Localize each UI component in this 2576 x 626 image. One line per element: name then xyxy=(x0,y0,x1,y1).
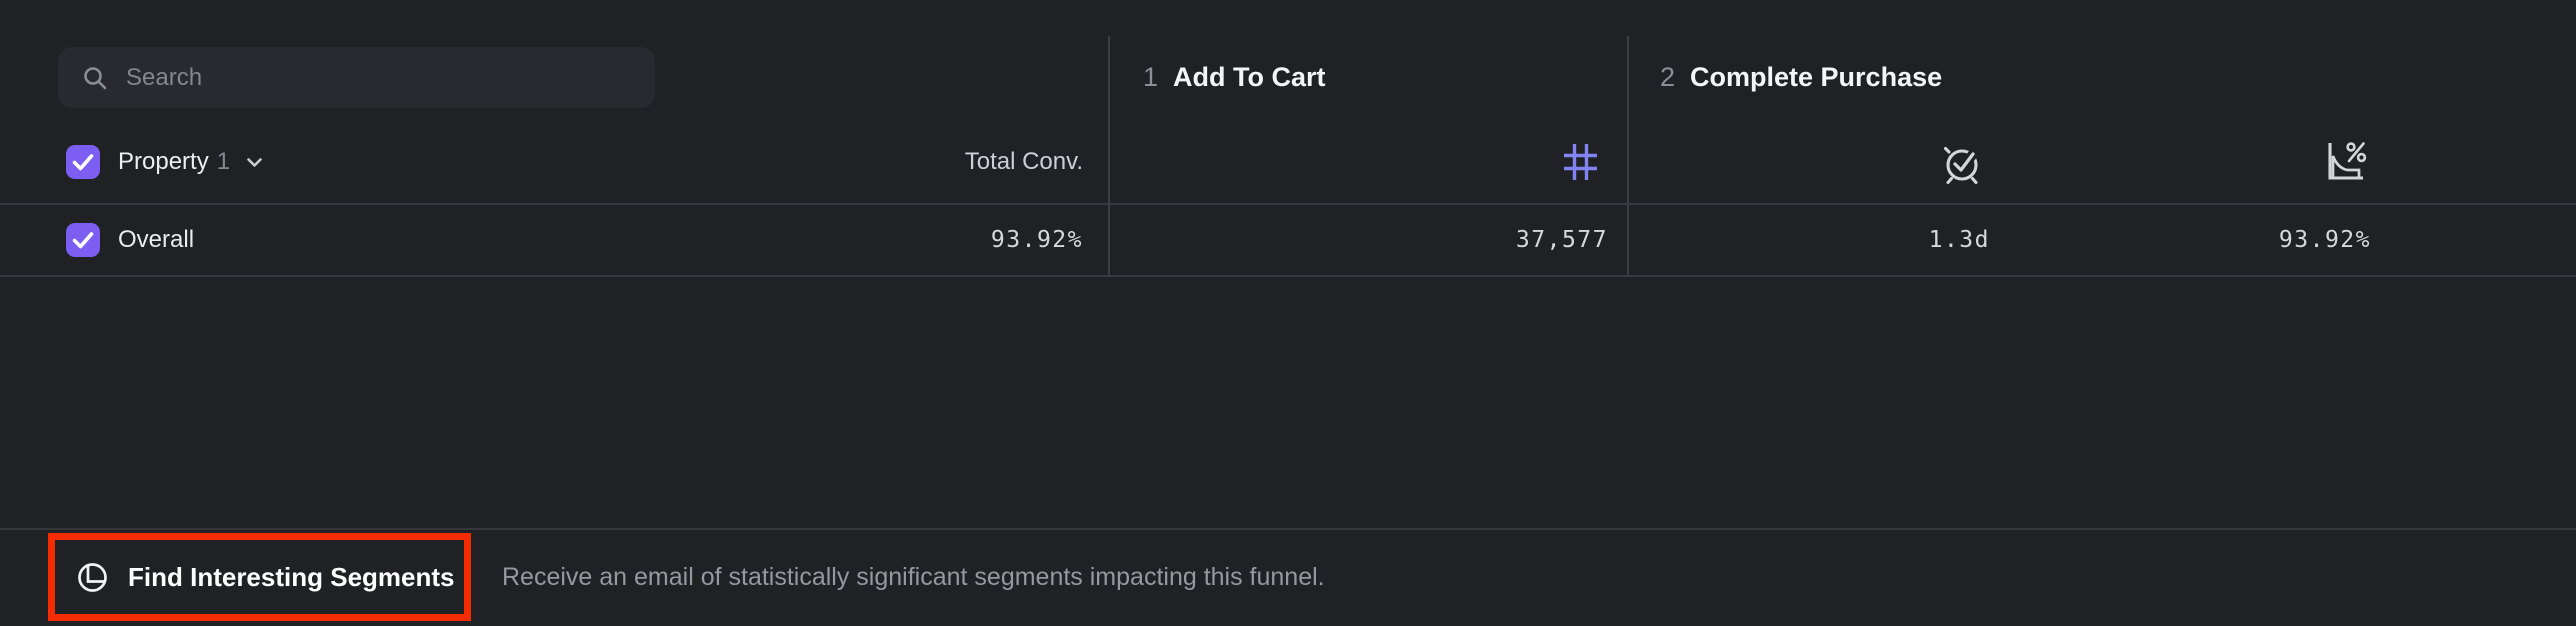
funnel-step-2-header: 2 Complete Purchase xyxy=(1660,61,1942,93)
data-row-divider xyxy=(0,275,2576,277)
row-label: Overall xyxy=(118,226,195,253)
select-all-checkbox[interactable] xyxy=(66,145,100,179)
column-divider xyxy=(1108,36,1110,276)
property-index: 1 xyxy=(216,148,231,175)
checkmark-icon xyxy=(72,154,94,171)
cell-add-to-cart-count: 37,577 xyxy=(1515,227,1608,253)
footer-description: Receive an email of statistically signif… xyxy=(502,563,1325,591)
search-input[interactable] xyxy=(126,63,639,92)
step-number: 2 xyxy=(1660,62,1676,92)
button-label: Find Interesting Segments xyxy=(128,561,455,592)
funnel-step-1-header: 1 Add To Cart xyxy=(1143,61,1326,93)
header-row-divider xyxy=(0,203,2576,205)
step-label: Complete Purchase xyxy=(1690,62,1943,92)
step-number: 1 xyxy=(1143,62,1159,92)
conversion-rate-metric-icon[interactable] xyxy=(2318,135,2368,187)
step-label: Add To Cart xyxy=(1173,62,1326,92)
count-metric-icon[interactable] xyxy=(1561,141,1599,183)
table-row-overall[interactable]: Overall 93.92% 37,577 1.3d 93.92% xyxy=(0,205,2576,275)
annotation-highlight: Find Interesting Segments xyxy=(48,533,471,621)
cell-total-conv: 93.92% xyxy=(990,227,1083,253)
property-dropdown[interactable]: Property 1 xyxy=(66,145,263,179)
find-interesting-segments-button[interactable]: Find Interesting Segments xyxy=(55,540,464,614)
search-box[interactable] xyxy=(58,47,655,108)
total-conv-header[interactable]: Total Conv. xyxy=(964,148,1083,175)
footer-divider xyxy=(0,528,2576,530)
segments-icon xyxy=(78,562,107,592)
checkmark-icon xyxy=(72,232,94,249)
cell-complete-purchase-rate: 93.92% xyxy=(2278,227,2371,253)
property-label: Property xyxy=(118,148,209,175)
cell-complete-purchase-time: 1.3d xyxy=(1928,227,1990,253)
column-divider xyxy=(1627,36,1629,276)
search-icon xyxy=(84,66,107,89)
time-to-convert-metric-icon[interactable] xyxy=(1939,137,1985,187)
chevron-down-icon xyxy=(247,157,262,167)
row-checkbox[interactable] xyxy=(66,223,100,257)
